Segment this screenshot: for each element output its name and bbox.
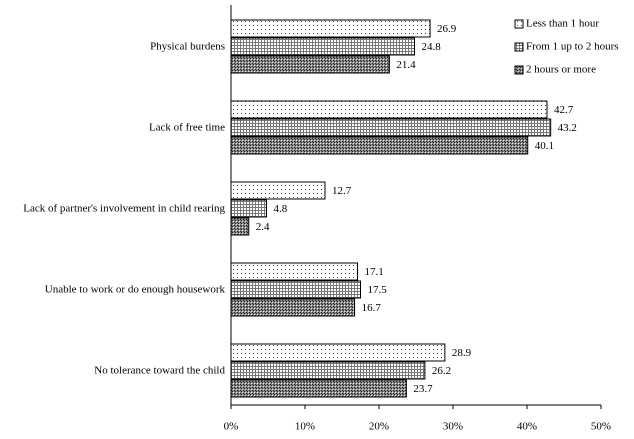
value-label: 12.7 bbox=[332, 185, 352, 197]
value-label: 40.1 bbox=[535, 140, 554, 152]
value-label: 43.2 bbox=[558, 122, 577, 134]
value-label: 2.4 bbox=[256, 221, 270, 233]
bar bbox=[230, 262, 359, 281]
bar bbox=[230, 343, 446, 362]
value-label: 21.4 bbox=[396, 59, 416, 71]
legend-label: From 1 up to 2 hours bbox=[526, 41, 619, 53]
bar bbox=[230, 19, 431, 38]
bar bbox=[230, 217, 250, 236]
x-tick-label: 10% bbox=[295, 421, 315, 433]
value-label: 26.9 bbox=[437, 23, 457, 35]
x-tick-label: 30% bbox=[443, 421, 463, 433]
value-label: 28.9 bbox=[452, 347, 472, 359]
bar bbox=[230, 379, 407, 398]
value-label: 16.7 bbox=[362, 302, 382, 314]
bar bbox=[230, 100, 548, 119]
value-label: 26.2 bbox=[432, 365, 451, 377]
category-label: Physical burdens bbox=[150, 41, 225, 53]
legend-swatch bbox=[514, 19, 524, 29]
legend-label: Less than 1 hour bbox=[526, 18, 599, 30]
legend-swatch bbox=[514, 42, 524, 52]
category-label: Unable to work or do enough housework bbox=[45, 284, 226, 296]
x-tick-label: 20% bbox=[369, 421, 389, 433]
value-label: 17.1 bbox=[365, 266, 384, 278]
value-label: 24.8 bbox=[422, 41, 442, 53]
category-label: Lack of partner's involvement in child r… bbox=[23, 203, 225, 215]
value-label: 4.8 bbox=[274, 203, 288, 215]
legend-label: 2 hours or more bbox=[526, 64, 596, 76]
bar bbox=[230, 136, 529, 155]
bar bbox=[230, 199, 268, 218]
value-label: 23.7 bbox=[413, 383, 433, 395]
bar bbox=[230, 361, 426, 380]
bar bbox=[230, 181, 326, 200]
x-tick-label: 40% bbox=[517, 421, 537, 433]
bar bbox=[230, 55, 390, 74]
value-label: 42.7 bbox=[554, 104, 574, 116]
x-tick-label: 0% bbox=[224, 421, 239, 433]
bar bbox=[230, 37, 416, 56]
value-label: 17.5 bbox=[368, 284, 388, 296]
bar bbox=[230, 118, 552, 137]
x-tick-label: 50% bbox=[591, 421, 611, 433]
category-label: No tolerance toward the child bbox=[94, 365, 225, 377]
category-label: Lack of free time bbox=[149, 122, 225, 134]
bar bbox=[230, 298, 356, 317]
bar bbox=[230, 280, 361, 299]
legend-swatch bbox=[514, 65, 524, 75]
